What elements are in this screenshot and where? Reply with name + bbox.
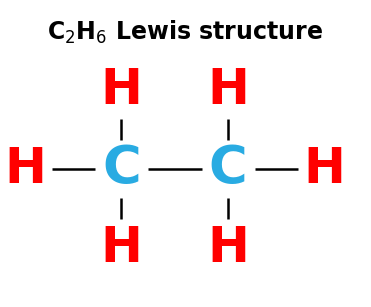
Text: H: H — [101, 224, 142, 272]
Text: C: C — [102, 143, 141, 195]
Text: H: H — [4, 145, 46, 193]
Text: H: H — [207, 224, 249, 272]
Text: H: H — [101, 66, 142, 114]
Text: H: H — [303, 145, 345, 193]
Text: H: H — [207, 66, 249, 114]
Text: C: C — [209, 143, 247, 195]
Text: C$_2$H$_6$ Lewis structure: C$_2$H$_6$ Lewis structure — [47, 18, 324, 46]
